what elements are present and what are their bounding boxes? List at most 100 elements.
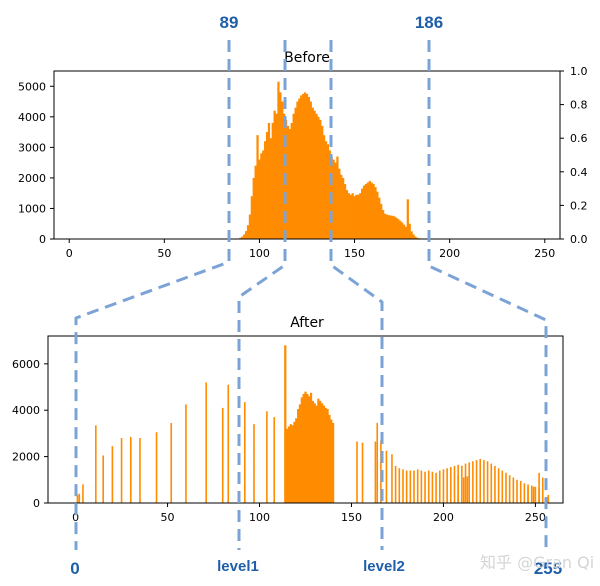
chart-after-y-axis: 0 2000 4000 6000 [12,358,48,510]
after-comb-bar [490,463,493,503]
after-dense-bar [287,426,291,503]
before-bar [353,196,356,239]
after-comb-bar [508,475,511,503]
after-dense-bar [285,428,289,503]
after-comb-bar [464,463,467,503]
before-bar [264,141,267,239]
after-dense-bar [304,391,307,503]
after-spike-bar [547,494,550,503]
before-bar [290,122,293,239]
after-comb-bar [394,465,397,503]
before-bar [361,188,364,239]
before-bar [342,177,345,239]
before-bar [378,197,381,239]
after-comb-bar [405,470,408,503]
chart-after-frame [47,335,564,504]
after-comb-bar [416,469,419,503]
guide-level2 [329,40,384,550]
before-bar [400,222,404,239]
after-dense-bar [319,400,322,503]
before-y2-tick-label: 0.6 [570,132,588,145]
after-spike-bar [129,436,132,503]
after-comb-bar [497,468,500,503]
before-bar [385,214,389,239]
after-comb-bar [479,458,482,503]
before-y2-tick-label: 1.0 [570,65,588,78]
before-bar [273,110,276,240]
after-dense-bar [326,409,329,503]
chart-before-y-axis: 0 1000 2000 3000 4000 5000 [18,80,54,246]
after-comb-bar [538,487,540,503]
after-comb-bar [438,470,441,503]
before-bar [357,194,360,239]
before-bar [279,92,282,239]
before-bar [340,174,343,239]
before-bar [351,193,354,239]
before-bar [252,177,255,239]
after-comb-bar [512,477,515,503]
after-spike-bar [76,494,79,503]
after-spike-bar [227,384,230,503]
before-bar [347,193,350,239]
after-comb-bar [472,461,474,503]
label-186: 186 [415,13,443,32]
before-bar [397,219,400,239]
after-spike-bar [385,450,388,503]
before-bar [305,93,309,239]
after-dense-bar [298,404,302,503]
after-comb-bar [457,464,459,503]
before-bar [315,113,318,239]
chart-before-bars [237,81,425,240]
before-bar [414,236,417,239]
before-bar [406,199,409,239]
before-bar [370,182,373,239]
after-x-tick-label: 50 [161,511,175,524]
before-bar [296,101,299,239]
chart-after-title: After [290,315,324,331]
after-comb-bar [501,470,504,503]
before-bar [317,116,320,239]
after-dense-bar [322,405,326,503]
after-comb-bar [519,480,522,503]
before-bar [311,107,314,240]
after-x-tick-label: 0 [72,511,79,524]
before-bar [275,113,278,239]
before-bar [383,213,387,239]
before-bar [319,119,322,239]
guide-89-to-0 [74,40,231,550]
after-dense-bar [295,418,298,503]
after-spike-bar [120,438,123,503]
after-dense-bar [306,393,309,503]
before-bar [307,96,311,240]
after-comb-bar [523,483,526,503]
after-comb-bar [431,471,434,503]
after-x-tick-label: 100 [249,511,270,524]
before-bar [332,159,335,239]
after-dense-bar [293,421,296,503]
before-bar [404,226,408,239]
after-spike-bar [221,407,224,503]
before-bar [381,209,385,239]
after-comb-bar [398,468,401,503]
after-dense-bar [291,425,294,503]
before-bar [374,187,377,239]
after-comb-bar [402,469,404,503]
after-comb-bar [446,468,448,503]
after-y-tick-label: 6000 [12,358,40,371]
before-bar [391,215,394,239]
after-y-tick-label: 2000 [12,451,40,464]
before-y2-tick-label: 0.0 [570,233,588,246]
before-bar [271,122,274,239]
before-bar [277,81,280,239]
after-spike-bar [532,486,535,503]
before-bar [309,101,312,239]
after-x-tick-label: 150 [341,511,362,524]
before-bar [376,191,379,239]
after-spike-bar [111,446,114,503]
after-spike-bar [78,493,81,503]
before-bar [408,223,411,239]
mapping-guides [74,40,548,550]
after-x-tick-label: 200 [433,511,454,524]
before-bar [389,215,392,239]
after-dense-bar [297,409,300,503]
